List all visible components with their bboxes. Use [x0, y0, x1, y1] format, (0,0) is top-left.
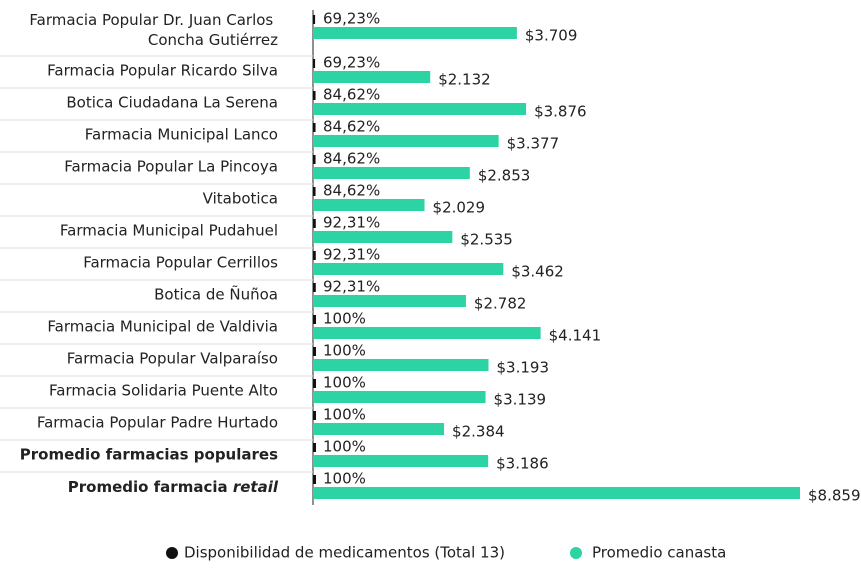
category-label: Farmacia Solidaria Puente Alto	[49, 382, 278, 400]
availability-label: 100%	[323, 470, 366, 488]
availability-bar	[313, 123, 316, 132]
category-label: Farmacia Popular Dr. Juan Carlos Concha …	[29, 11, 278, 49]
availability-bar	[313, 379, 316, 388]
availability-label: 100%	[323, 310, 366, 328]
basket-label: $3.193	[497, 359, 550, 377]
availability-label: 84,62%	[323, 118, 380, 136]
category-label: Botica Ciudadana La Serena	[66, 94, 278, 112]
availability-label: 69,23%	[323, 10, 380, 28]
availability-bar	[313, 219, 316, 228]
basket-bar	[313, 135, 499, 147]
basket-label: $3.876	[534, 103, 587, 121]
basket-label: $3.709	[525, 27, 578, 45]
basket-label: $2.384	[452, 423, 505, 441]
basket-bar	[313, 263, 504, 275]
availability-bar	[313, 15, 316, 24]
basket-label: $2.782	[474, 295, 527, 313]
basket-bar	[313, 295, 466, 307]
availability-label: 100%	[323, 374, 366, 392]
basket-bar	[313, 455, 489, 467]
basket-label: $3.377	[507, 135, 560, 153]
availability-label: 84,62%	[323, 86, 380, 104]
basket-label: $3.186	[496, 455, 548, 473]
category-label: Farmacia Popular Ricardo Silva	[47, 62, 278, 80]
availability-bar	[313, 251, 316, 260]
basket-bar	[313, 103, 527, 115]
category-label: Farmacia Popular Valparaíso	[67, 350, 278, 368]
basket-bar	[313, 487, 800, 499]
basket-label: $8.859	[808, 487, 861, 505]
availability-label: 92,31%	[323, 246, 380, 264]
category-label: Farmacia Popular Padre Hurtado	[37, 414, 278, 432]
basket-bar	[313, 199, 425, 211]
category-label: Vitabotica	[203, 190, 278, 208]
availability-label: 92,31%	[323, 278, 380, 296]
basket-label: $2.029	[433, 199, 486, 217]
basket-label: $2.853	[478, 167, 530, 185]
availability-label: 69,23%	[323, 54, 380, 72]
basket-bar	[313, 71, 431, 83]
legend-swatch	[570, 547, 582, 559]
availability-bar	[313, 315, 316, 324]
availability-label: 84,62%	[323, 150, 380, 168]
availability-bar	[313, 475, 316, 484]
basket-label: $2.132	[438, 71, 491, 89]
category-label: Farmacia Popular Cerrillos	[83, 254, 278, 272]
availability-label: 92,31%	[323, 214, 380, 232]
category-label: Farmacia Popular La Pincoya	[64, 158, 278, 176]
category-label: Promedio farmacia retail	[68, 478, 279, 496]
category-label: Farmacia Municipal de Valdivia	[47, 318, 278, 336]
availability-label: 84,62%	[323, 182, 380, 200]
basket-bar	[313, 27, 517, 39]
category-label: Farmacia Municipal Pudahuel	[60, 222, 278, 240]
basket-label: $4.141	[549, 327, 602, 345]
availability-bar	[313, 347, 316, 356]
availability-label: 100%	[323, 406, 366, 424]
availability-bar	[313, 91, 316, 100]
category-label: Promedio farmacias populares	[20, 446, 278, 464]
basket-label: $3.462	[511, 263, 564, 281]
basket-bar	[313, 167, 470, 179]
legend-label: Disponibilidad de medicamentos (Total 13…	[184, 544, 505, 562]
basket-bar	[313, 327, 541, 339]
legend-label: Promedio canasta	[592, 544, 726, 562]
availability-label: 100%	[323, 438, 366, 456]
availability-bar	[313, 443, 316, 452]
availability-bar	[313, 283, 316, 292]
basket-bar	[313, 391, 486, 403]
basket-bar	[313, 423, 445, 435]
availability-bar	[313, 59, 316, 68]
basket-label: $2.535	[460, 231, 512, 249]
category-label: Farmacia Municipal Lanco	[85, 126, 278, 144]
basket-label: $3.139	[494, 391, 547, 409]
basket-bar	[313, 231, 453, 243]
category-label: Botica de Ñuñoa	[154, 285, 278, 304]
legend-swatch	[166, 547, 178, 559]
availability-bar	[313, 187, 316, 196]
availability-label: 100%	[323, 342, 366, 360]
availability-bar	[313, 411, 316, 420]
basket-bar	[313, 359, 489, 371]
availability-bar	[313, 155, 316, 164]
